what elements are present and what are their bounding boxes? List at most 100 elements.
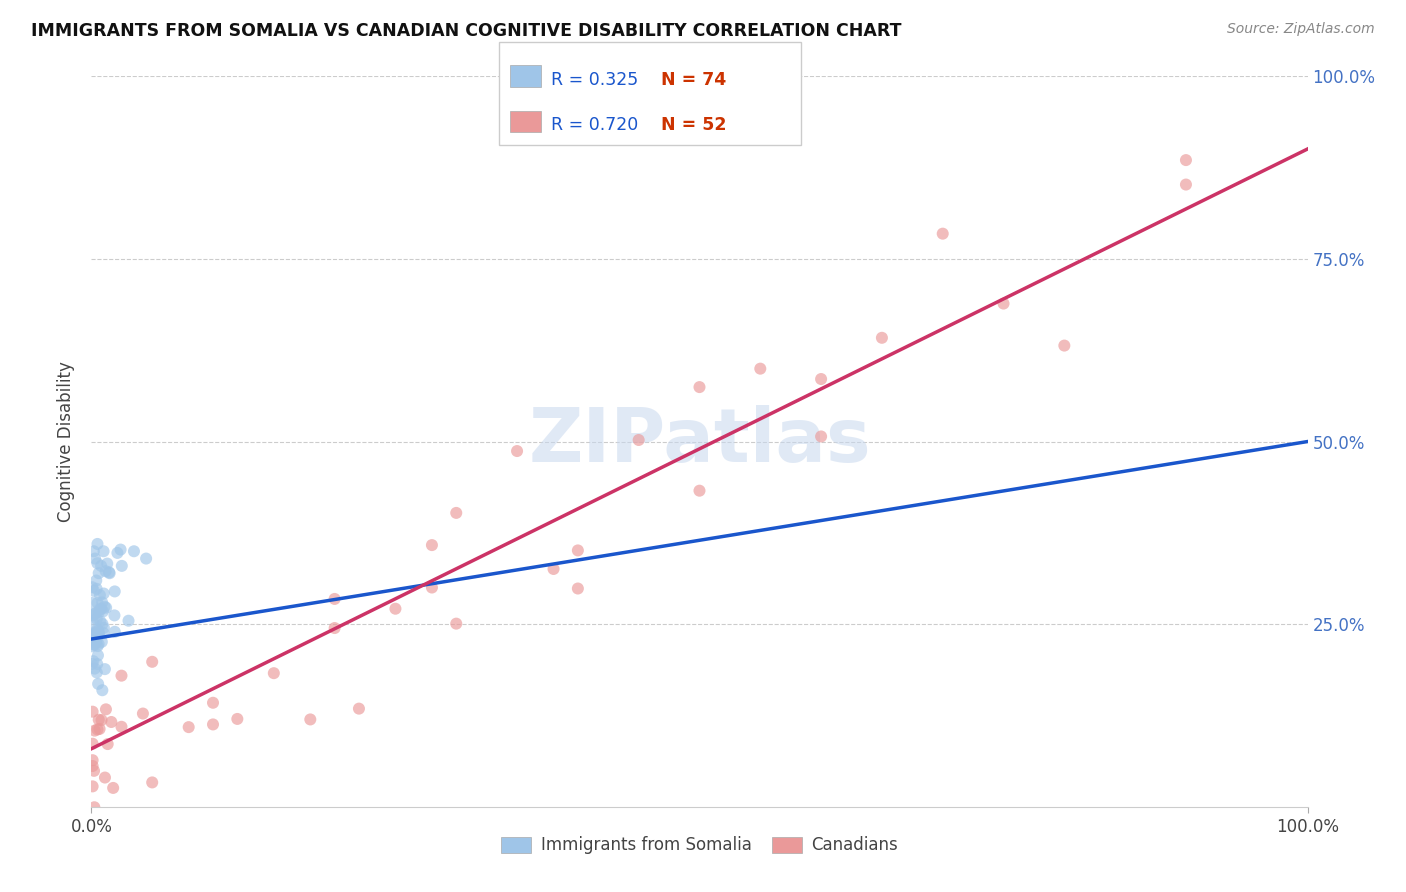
Point	[420, 581, 443, 595]
Point	[97, 737, 120, 751]
Point	[141, 775, 163, 789]
Point	[93, 626, 115, 640]
Point	[87, 624, 110, 638]
Point	[444, 616, 467, 631]
Point	[83, 637, 105, 651]
Text: IMMIGRANTS FROM SOMALIA VS CANADIAN COGNITIVE DISABILITY CORRELATION CHART: IMMIGRANTS FROM SOMALIA VS CANADIAN COGN…	[31, 22, 901, 40]
Point	[688, 380, 710, 394]
Point	[420, 538, 443, 552]
Point	[82, 737, 104, 751]
Point	[89, 602, 111, 616]
Point	[86, 537, 108, 551]
Point	[384, 601, 406, 615]
Point	[543, 562, 565, 576]
Point	[90, 713, 112, 727]
Point	[107, 546, 129, 560]
Point	[93, 621, 115, 635]
Point	[347, 701, 370, 715]
Point	[89, 588, 111, 602]
Point	[87, 626, 110, 640]
Point	[87, 648, 110, 663]
Point	[82, 759, 104, 773]
Point	[86, 723, 108, 737]
Point	[87, 629, 110, 643]
Point	[1175, 178, 1198, 192]
Point	[122, 544, 145, 558]
Point	[104, 624, 127, 639]
Point	[82, 580, 104, 594]
Point	[87, 566, 110, 581]
Point	[506, 444, 529, 458]
Point	[91, 595, 114, 609]
Point	[87, 677, 110, 691]
Point	[141, 655, 163, 669]
Point	[83, 800, 105, 814]
Point	[202, 717, 225, 731]
Point	[89, 625, 111, 640]
Point	[89, 722, 111, 736]
Point	[101, 780, 124, 795]
Point	[110, 542, 132, 557]
Point	[84, 631, 107, 645]
Point	[86, 639, 108, 653]
Point	[86, 556, 108, 570]
Point	[299, 713, 322, 727]
Point	[82, 628, 104, 642]
Point	[263, 666, 285, 681]
Point	[84, 607, 107, 621]
Point	[86, 612, 108, 626]
Point	[810, 372, 832, 386]
Point	[226, 712, 249, 726]
Point	[84, 635, 107, 649]
Point	[93, 544, 115, 558]
Point	[86, 665, 108, 680]
Point	[82, 608, 104, 623]
Point	[82, 780, 104, 794]
Point	[90, 635, 112, 649]
Point	[87, 637, 110, 651]
Point	[90, 602, 112, 616]
Point	[1175, 153, 1198, 167]
Point	[83, 544, 105, 558]
Point	[84, 551, 107, 566]
Point	[91, 604, 114, 618]
Point	[83, 616, 105, 631]
Point	[323, 591, 346, 606]
Point	[135, 551, 157, 566]
Point	[86, 623, 108, 637]
Point	[810, 429, 832, 443]
Point	[82, 705, 104, 719]
Point	[84, 633, 107, 648]
Point	[83, 607, 105, 621]
Point	[91, 617, 114, 632]
Point	[688, 483, 710, 498]
Point	[82, 596, 104, 610]
Point	[98, 566, 121, 581]
Point	[87, 713, 110, 727]
Legend: Immigrants from Somalia, Canadians: Immigrants from Somalia, Canadians	[494, 830, 905, 861]
Point	[100, 714, 122, 729]
Text: N = 74: N = 74	[661, 70, 725, 89]
Point	[80, 626, 103, 640]
Point	[567, 582, 589, 596]
Text: Source: ZipAtlas.com: Source: ZipAtlas.com	[1227, 22, 1375, 37]
Point	[177, 720, 200, 734]
Point	[870, 331, 893, 345]
Point	[993, 296, 1015, 310]
Point	[94, 564, 117, 578]
Point	[82, 753, 104, 767]
Text: ZIPatlas: ZIPatlas	[529, 405, 870, 478]
Point	[103, 608, 125, 623]
Point	[86, 633, 108, 648]
Point	[89, 615, 111, 629]
Point	[90, 558, 112, 573]
Text: R = 0.720: R = 0.720	[551, 116, 638, 134]
Point	[87, 605, 110, 619]
Point	[86, 657, 108, 671]
Point	[84, 574, 107, 588]
Text: N = 52: N = 52	[661, 116, 727, 134]
Point	[444, 506, 467, 520]
Point	[96, 557, 118, 571]
Y-axis label: Cognitive Disability: Cognitive Disability	[58, 361, 76, 522]
Point	[749, 361, 772, 376]
